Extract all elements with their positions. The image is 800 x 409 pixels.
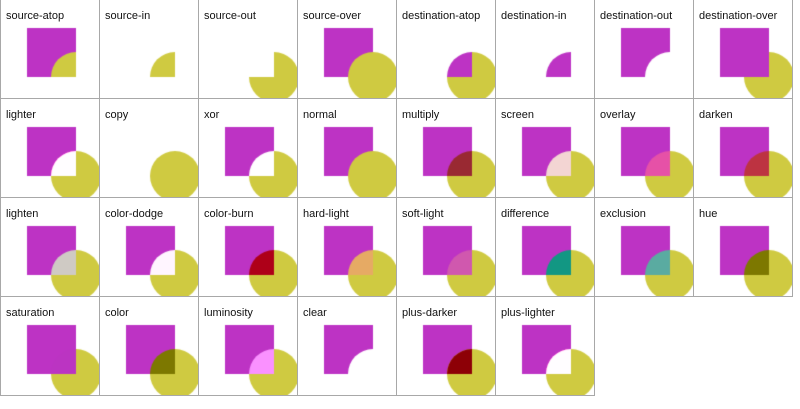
composite-cell-hue: hue [693,197,793,297]
composite-canvas [199,99,297,197]
operation-label: copy [105,109,129,121]
composite-cell-multiply: multiply [396,98,496,198]
composite-canvas [1,99,99,197]
operation-label: source-out [204,10,256,22]
operation-label: hard-light [303,208,349,220]
composite-canvas [100,0,198,98]
operation-label: multiply [402,109,440,121]
operation-label: plus-lighter [501,307,555,319]
operation-label: clear [303,307,327,319]
composite-cell-darken: darken [693,98,793,198]
operation-label: color [105,307,129,319]
composite-canvas [694,99,792,197]
composite-cell-destination-out: destination-out [594,0,694,99]
operation-label: overlay [600,109,636,121]
composite-canvas [100,297,198,395]
composite-cell-destination-over: destination-over [693,0,793,99]
composite-canvas [298,99,396,197]
composite-canvas [694,0,792,98]
composite-cell-difference: difference [495,197,595,297]
composite-canvas [199,297,297,395]
operation-label: source-over [303,10,362,22]
composite-canvas [100,198,198,296]
composite-cell-exclusion: exclusion [594,197,694,297]
composite-cell-copy: copy [99,98,199,198]
operation-label: source-atop [6,10,65,22]
composite-cell-normal: normal [297,98,397,198]
composite-cell-hard-light: hard-light [297,197,397,297]
composite-canvas [298,198,396,296]
operation-label: plus-darker [402,307,458,319]
composite-cell-color-dodge: color-dodge [99,197,199,297]
composite-cell-screen: screen [495,98,595,198]
operation-label: destination-over [699,10,778,22]
composite-cell-color: color [99,296,199,396]
composite-canvas [199,198,297,296]
composite-canvas [199,0,297,98]
operation-label: destination-atop [402,10,481,22]
composite-canvas [1,198,99,296]
composite-cell-luminosity: luminosity [198,296,298,396]
composite-canvas [397,198,495,296]
composite-cell-destination-in: destination-in [495,0,595,99]
composite-cell-source-atop: source-atop [0,0,100,99]
operation-label: soft-light [402,208,444,220]
composite-canvas [397,99,495,197]
composite-cell-plus-lighter: plus-lighter [495,296,595,396]
composite-canvas [496,198,594,296]
composite-cell-lighten: lighten [0,197,100,297]
composite-canvas [694,198,792,296]
composite-canvas [298,297,396,395]
composite-cell-source-out: source-out [198,0,298,99]
composite-canvas [595,99,693,197]
composite-cell-plus-darker: plus-darker [396,296,496,396]
composite-grid: source-atop source-in source-out source-ove… [0,0,793,396]
operation-label: source-in [105,10,151,22]
operation-label: xor [204,109,220,121]
composite-cell-source-over: source-over [297,0,397,99]
operation-label: color-dodge [105,208,164,220]
composite-canvas [595,198,693,296]
composite-cell-source-in: source-in [99,0,199,99]
operation-label: darken [699,109,733,121]
composite-canvas [1,0,99,98]
composite-cell-soft-light: soft-light [396,197,496,297]
composite-cell-lighter: lighter [0,98,100,198]
composite-canvas [496,297,594,395]
composite-canvas [496,99,594,197]
composite-canvas [496,0,594,98]
composite-cell-color-burn: color-burn [198,197,298,297]
composite-canvas [595,0,693,98]
composite-cell-destination-atop: destination-atop [396,0,496,99]
operation-label: lighten [6,208,39,220]
operation-label: difference [501,208,550,220]
operation-label: hue [699,208,718,220]
operation-label: normal [303,109,337,121]
operation-label: color-burn [204,208,254,220]
operation-label: exclusion [600,208,646,220]
operation-label: saturation [6,307,55,319]
composite-canvas [397,0,495,98]
composite-cell-xor: xor [198,98,298,198]
composite-canvas [1,297,99,395]
operation-label: destination-in [501,10,567,22]
composite-canvas [100,99,198,197]
composite-cell-saturation: saturation [0,296,100,396]
composite-cell-overlay: overlay [594,98,694,198]
composite-cell-clear: clear [297,296,397,396]
operation-label: destination-out [600,10,673,22]
operation-label: luminosity [204,307,253,319]
operation-label: lighter [6,109,36,121]
composite-canvas [298,0,396,98]
operation-label: screen [501,109,535,121]
composite-canvas [397,297,495,395]
